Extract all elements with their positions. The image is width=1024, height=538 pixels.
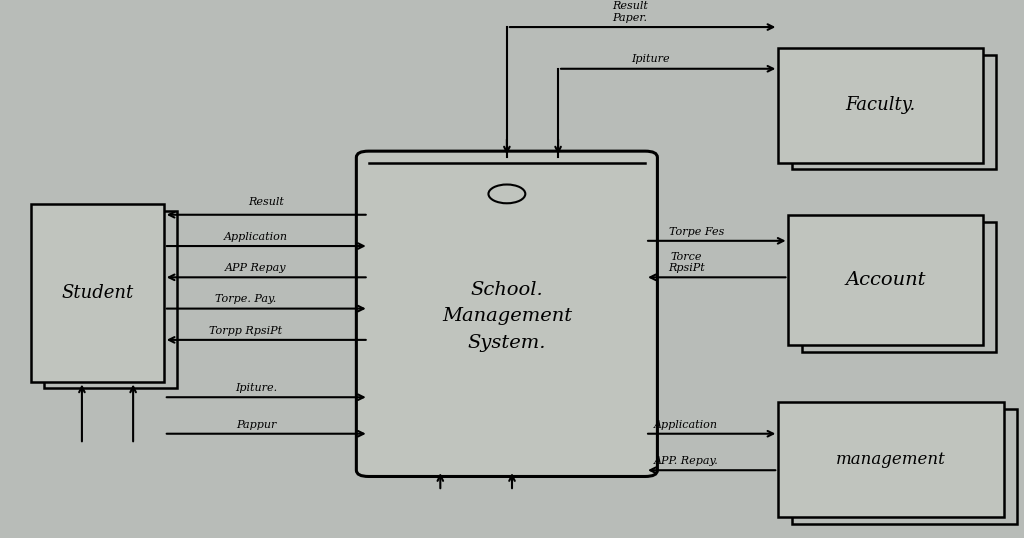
Text: management: management xyxy=(836,451,946,468)
FancyBboxPatch shape xyxy=(356,151,657,477)
Text: Application: Application xyxy=(654,420,718,429)
Bar xyxy=(31,204,164,381)
Text: Torpe Fes: Torpe Fes xyxy=(669,226,724,237)
Text: Ipiture.: Ipiture. xyxy=(234,383,278,393)
Text: Pappur: Pappur xyxy=(236,420,276,429)
Text: APP. Repay.: APP. Repay. xyxy=(653,456,719,466)
Bar xyxy=(792,55,996,169)
Bar xyxy=(788,215,983,345)
Text: Torpe. Pay.: Torpe. Pay. xyxy=(215,294,276,305)
Text: Account: Account xyxy=(846,271,926,289)
Text: APP Repay: APP Repay xyxy=(225,263,287,273)
Bar xyxy=(792,409,1017,524)
Text: Torpp RpsiPt: Torpp RpsiPt xyxy=(209,325,283,336)
Bar xyxy=(778,48,983,162)
Text: Torce
RpsiPt: Torce RpsiPt xyxy=(668,252,705,273)
Bar xyxy=(44,211,177,388)
Text: Application: Application xyxy=(224,232,288,242)
Text: Result: Result xyxy=(248,197,285,207)
Text: Faculty.: Faculty. xyxy=(846,96,915,114)
Bar xyxy=(778,402,1004,517)
Text: School.
Management
System.: School. Management System. xyxy=(441,281,572,352)
Text: Student: Student xyxy=(61,284,133,302)
Text: Result
Paper.: Result Paper. xyxy=(611,1,648,23)
Text: Ipiture: Ipiture xyxy=(631,54,670,63)
Bar xyxy=(802,222,996,352)
